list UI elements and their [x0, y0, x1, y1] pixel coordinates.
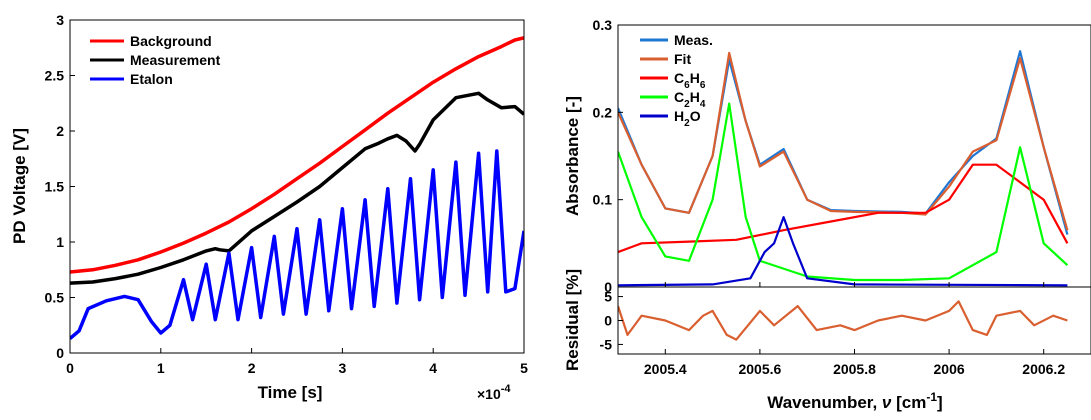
- series-line-2: [618, 163, 1069, 254]
- series-line-2: [70, 149, 524, 340]
- legend-label: C6H6: [674, 70, 706, 91]
- y-tick-label: 5: [604, 289, 612, 305]
- x-tick-label: 1: [157, 360, 165, 376]
- y-tick-label: -5: [600, 336, 613, 352]
- tick-labels: -5 0 5 2005.4 2005.6 2005.8 2006 2006.2: [600, 289, 1066, 377]
- y-tick-label: 0: [56, 345, 64, 361]
- legend-label: Measurement: [130, 52, 221, 68]
- series-line-0: [618, 300, 1068, 341]
- x-multiplier-base: ×10: [477, 386, 501, 402]
- y-tick-label: 2: [56, 123, 64, 139]
- x-multiplier-exponent: -4: [501, 383, 512, 395]
- series-line-1: [70, 91, 524, 285]
- x-label-unit-exponent: -1: [926, 390, 937, 404]
- x-multiplier: ×10-4: [477, 383, 511, 402]
- plot-series: [70, 36, 524, 340]
- y-tick-label: 0: [604, 279, 612, 295]
- x-tick-label: 2005.8: [833, 361, 876, 377]
- x-tick-label: 2005.4: [644, 361, 687, 377]
- y-tick-label: 1: [56, 234, 64, 250]
- legend: Background Measurement Etalon: [90, 33, 221, 87]
- y-axis-label: PD Voltage [V]: [10, 128, 29, 244]
- series-line-3: [618, 102, 1069, 282]
- tick-labels: 0 0.1 0.2 0.3: [593, 17, 1045, 295]
- y-tick-label: 2.5: [45, 68, 65, 84]
- x-tick-label: 4: [429, 360, 437, 376]
- plot-series: [618, 50, 1069, 287]
- x-axis-label: Time [s]: [258, 383, 323, 402]
- legend-label: Meas.: [674, 32, 713, 48]
- x-tick-label: 3: [339, 360, 347, 376]
- plot-frame: [617, 286, 1091, 355]
- x-label-unit-close: ]: [937, 393, 943, 412]
- series-line-4: [618, 216, 1068, 287]
- legend-label: Background: [130, 33, 212, 49]
- legend-label: Etalon: [130, 71, 173, 87]
- series-line-0: [70, 36, 524, 274]
- series-line-1: [618, 51, 1069, 231]
- x-label-text: Wavenumber,: [767, 393, 877, 412]
- x-label-unit: [cm: [896, 393, 926, 412]
- x-tick-label: 2005.6: [738, 361, 781, 377]
- x-axis-label: Wavenumber, ν [cm-1]: [767, 390, 942, 412]
- y-tick-label: 0.3: [593, 17, 613, 33]
- y-tick-label: 0.1: [593, 192, 613, 208]
- x-tick-label: 2006: [934, 361, 965, 377]
- y-tick-label: 0.2: [593, 104, 613, 120]
- legend-label: C2H4: [674, 89, 706, 110]
- y-tick-label: 3: [56, 12, 64, 28]
- y-tick-label: 0: [604, 313, 612, 329]
- series-line-0: [618, 50, 1069, 235]
- x-tick-label: 2006.2: [1022, 361, 1065, 377]
- y-tick-label: 0.5: [45, 290, 65, 306]
- x-tick-label: 5: [520, 360, 528, 376]
- legend-label: Fit: [674, 51, 691, 67]
- plot-series: [618, 300, 1068, 341]
- time-voltage-plot: 0 0.5 1 1.5 2 2.5 3 0 1 2 3 4 5 Background Measuremen…: [10, 12, 528, 402]
- x-tick-label: 2: [248, 360, 256, 376]
- y-axis-label: Absorbance [-]: [563, 96, 582, 216]
- legend-label: H2O: [674, 108, 701, 129]
- x-label-symbol: ν: [882, 393, 892, 412]
- y-tick-label: 1.5: [45, 179, 65, 195]
- tick-labels: 0 0.5 1 1.5 2 2.5 3 0 1 2 3 4 5: [45, 12, 529, 376]
- y-axis-label: Residual [%]: [563, 269, 582, 371]
- x-tick-label: 0: [66, 360, 74, 376]
